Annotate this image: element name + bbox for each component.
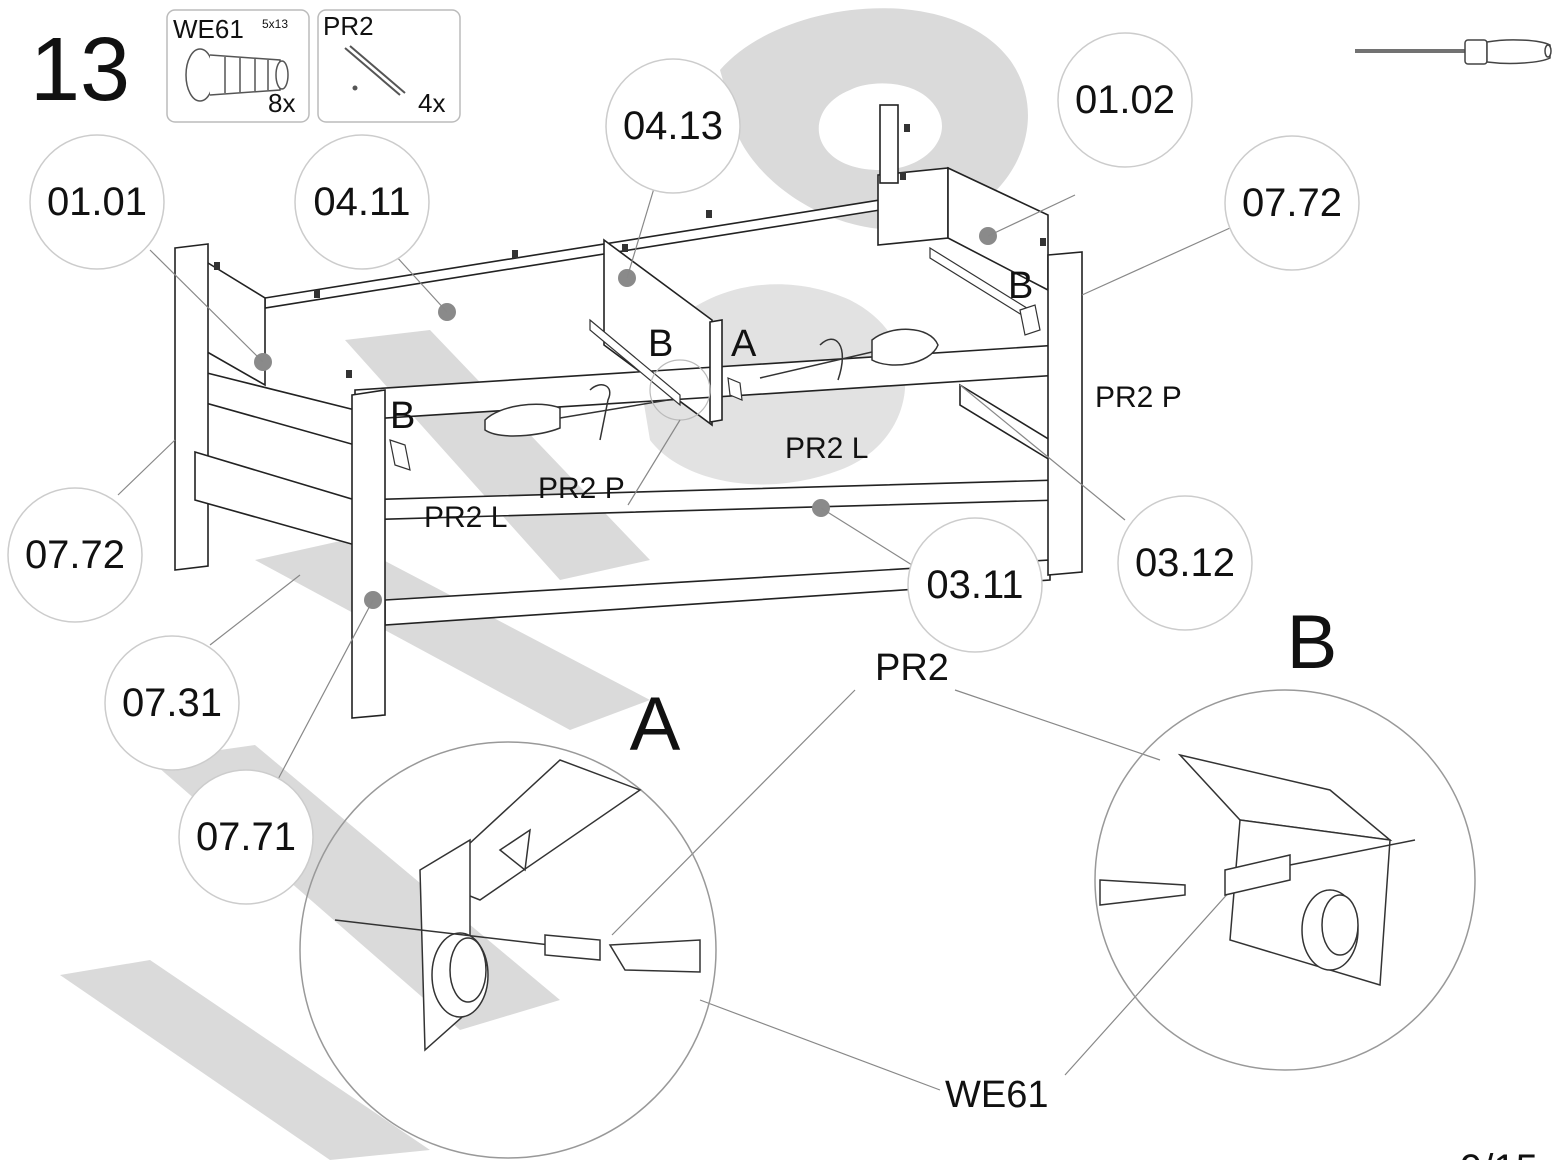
callout-0311: 03.11 xyxy=(907,517,1043,653)
callout-0411: 04.11 xyxy=(294,134,430,270)
callout-label: 01.02 xyxy=(1075,78,1175,122)
callout-label: 04.11 xyxy=(313,180,410,224)
callouts: 01.01 04.11 04.13 01.02 07.72 07.72 07.3… xyxy=(7,32,1360,905)
hardware-box-we61: WE61 5x13 8x xyxy=(166,9,310,123)
pin-icon xyxy=(344,45,406,96)
callout-label: 03.11 xyxy=(926,563,1023,607)
callout-label: 03.12 xyxy=(1135,541,1235,585)
fittings xyxy=(214,124,1046,378)
callout-0312: 03.12 xyxy=(1117,495,1253,631)
position-letter: B xyxy=(1008,265,1033,307)
callout-label: 01.01 xyxy=(47,180,147,224)
callout-0102: 01.02 xyxy=(1057,32,1193,168)
detail-frame xyxy=(1094,689,1476,1071)
right-back-post xyxy=(879,104,899,184)
callout-0101: 01.01 xyxy=(29,134,165,270)
part-label: PR2 P xyxy=(1095,381,1182,414)
screwdriver-icon xyxy=(1355,39,1552,65)
position-letter: B xyxy=(648,323,673,365)
callout-label: 04.13 xyxy=(623,104,723,148)
callout-label: 07.31 xyxy=(122,681,222,725)
left-front-post xyxy=(351,389,386,719)
part-label: PR2 P xyxy=(538,472,625,505)
hardware-qty: 4x xyxy=(418,88,445,118)
connector-screw-icon xyxy=(185,48,289,102)
drawer-slide-fittings xyxy=(389,246,1041,471)
hardware-box-pr2: PR2 4x xyxy=(317,9,461,123)
callout-label: 07.71 xyxy=(196,815,296,859)
hardware-size: 5x13 xyxy=(262,17,288,31)
watermark-stroke xyxy=(345,330,650,580)
left-end-panel-lower xyxy=(194,368,356,447)
callout-label: 07.72 xyxy=(1242,181,1342,225)
callout-0771: 07.71 xyxy=(178,769,314,905)
position-letter: B xyxy=(390,395,415,437)
leader-lines xyxy=(117,184,1241,1091)
hardware-code: WE61 xyxy=(173,14,244,44)
left-lower-rail xyxy=(194,450,356,547)
hardware-box-frame xyxy=(166,9,310,123)
detail-letter: A xyxy=(630,682,681,767)
detail-b xyxy=(1094,689,1476,1071)
hardware-code: PR2 xyxy=(323,11,374,41)
step-number: 13 xyxy=(30,20,130,120)
callout-0731: 07.31 xyxy=(104,635,240,771)
callout-0413: 04.13 xyxy=(605,58,741,194)
part-label: PR2 xyxy=(875,647,949,689)
screwdriver-icon xyxy=(759,328,939,381)
callout-0772-right: 07.72 xyxy=(1224,135,1360,271)
part-label: PR2 L xyxy=(785,432,868,465)
left-back-post xyxy=(174,243,209,571)
watermark-stroke xyxy=(60,960,430,1160)
page-number: 9/15 xyxy=(1460,1147,1538,1160)
hardware-box-frame xyxy=(317,9,461,123)
right-front-post xyxy=(1047,251,1083,576)
detail-letter: B xyxy=(1287,600,1338,685)
detail-frame xyxy=(299,741,717,1159)
callout-label: 07.72 xyxy=(25,533,125,577)
detail-a xyxy=(299,741,717,1159)
hardware-qty: 8x xyxy=(268,88,295,118)
part-label: PR2 L xyxy=(424,501,507,534)
screwdriver-icon xyxy=(484,384,681,441)
part-label: WE61 xyxy=(945,1074,1048,1116)
middle-front-post xyxy=(709,319,723,423)
callout-0772-left: 07.72 xyxy=(7,487,143,623)
position-letter: A xyxy=(731,323,757,365)
